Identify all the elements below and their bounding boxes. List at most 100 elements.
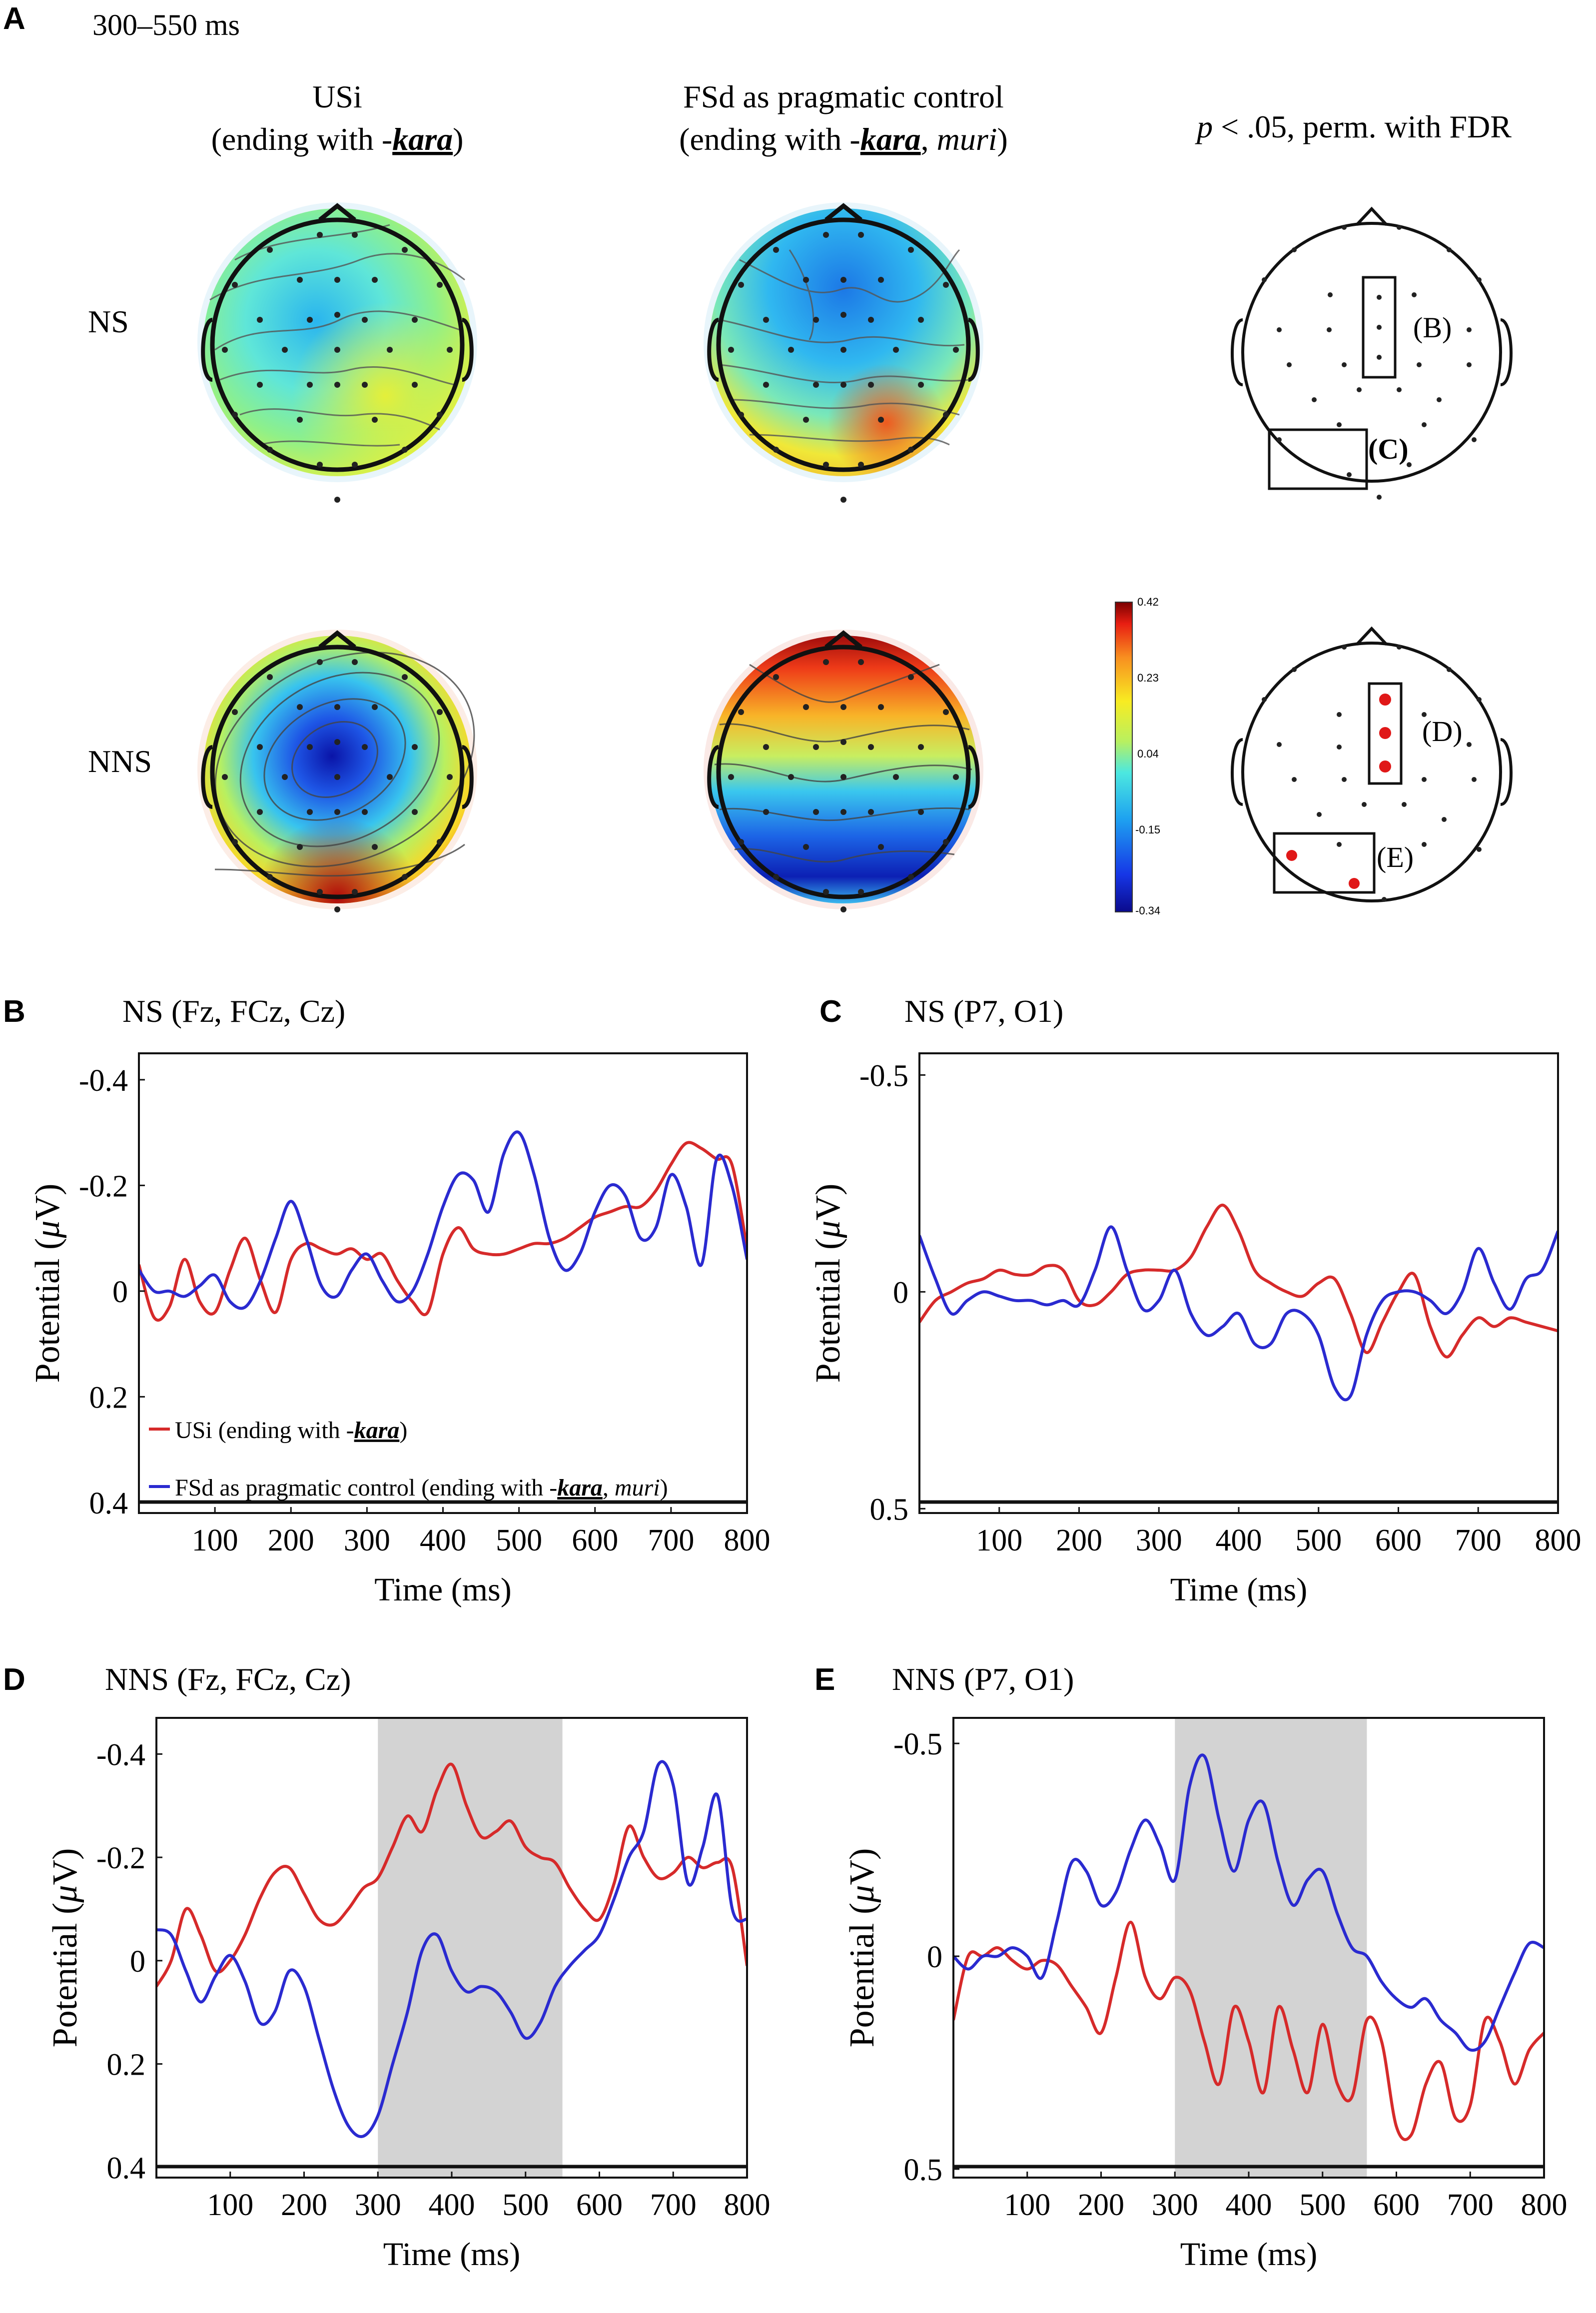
time-window-label: 300–550 ms	[92, 8, 240, 41]
y-tick-label: -0.4	[79, 1064, 128, 1098]
x-tick-label: 100	[976, 1524, 1022, 1557]
panel-letter-d: D	[3, 1662, 25, 1697]
y-axis-label-unit: μ	[843, 1885, 881, 1903]
column-title-usi: USi	[312, 79, 362, 114]
y-tick-label: 0	[130, 1945, 145, 1979]
x-tick-label: 600	[1373, 2188, 1420, 2222]
series-line-usi	[919, 1203, 1558, 1359]
colorbar-tick: 0.04	[1137, 748, 1159, 760]
x-tick-label: 300	[1136, 1524, 1182, 1557]
y-tick-label: 0	[112, 1275, 128, 1309]
y-tick-label: 0.5	[870, 1493, 909, 1527]
y-axis-label: Potential (μV)	[809, 1184, 847, 1383]
plot-frame	[918, 1052, 1559, 1514]
x-tick-label: 300	[344, 1524, 390, 1557]
y-axis-label-text: Potential (	[809, 1238, 847, 1383]
y-axis-label-text: Potential (	[843, 1903, 881, 2048]
x-tick-label: 600	[1375, 1524, 1422, 1557]
roi-label-d: (D)	[1422, 715, 1463, 748]
y-axis-label-unit: μ	[28, 1221, 67, 1239]
colorbar-tick: -0.34	[1135, 904, 1160, 917]
panel-letter-e: E	[814, 1662, 835, 1697]
x-tick-label: 200	[1078, 2188, 1124, 2222]
panel-d-chart: D NNS (Fz, FCz, Cz) -0.4 -0.2 0 0.2 0.4 100 200 3…	[3, 1661, 771, 2273]
x-tick-label: 700	[648, 1524, 694, 1557]
topomap-nns-fsd	[704, 630, 983, 912]
panel-letter-c: C	[819, 994, 842, 1029]
significance-window	[378, 1718, 563, 2178]
y-tick-label: 0.2	[107, 2048, 146, 2082]
topomap-ns-usi	[197, 202, 477, 503]
x-tick-label: 500	[1299, 2188, 1346, 2222]
y-tick-label: 0.4	[89, 1487, 128, 1521]
y-axis-label-unit: μ	[809, 1221, 847, 1239]
x-tick-label: 100	[1004, 2188, 1050, 2222]
x-tick-label: 700	[650, 2188, 697, 2222]
panel-a: A 300–550 ms USi (ending with -kara) FSd…	[3, 1, 1513, 917]
roi-box-posterior	[1268, 428, 1368, 490]
x-tick-label: 600	[572, 1524, 618, 1557]
x-tick-label: 500	[502, 2188, 549, 2222]
row-label-nns: NNS	[88, 744, 152, 779]
electrode-map-ns: (B) (C)	[1231, 206, 1513, 500]
y-tick-label: -0.4	[96, 1738, 145, 1772]
x-axis-label: Time (ms)	[374, 1571, 511, 1608]
panel-c-chart: C NS (P7, O1) -0.5 0 0.5 100 200 300 400 500 600 70…	[809, 993, 1582, 1608]
series-line-usi	[953, 1920, 1544, 2141]
legend-text: kara	[354, 1417, 400, 1444]
legend-text: USi (ending with -	[175, 1417, 354, 1444]
roi-label-b: (B)	[1413, 311, 1452, 344]
y-tick-label: 0.4	[107, 2151, 146, 2185]
y-axis-label-text: Potential (	[46, 1903, 84, 2048]
y-axis-label: Potential (μV)	[46, 1848, 84, 2048]
legend-entry: FSd as pragmatic control (ending with -k…	[175, 1475, 668, 1501]
series-line-usi	[156, 1762, 747, 1988]
roi-label-c: (C)	[1368, 433, 1409, 465]
topomap-ns-fsd	[704, 202, 983, 503]
series-line-fsd	[919, 1225, 1558, 1402]
chart-title: NS (P7, O1)	[904, 993, 1063, 1029]
x-tick-label: 400	[1226, 2188, 1272, 2222]
x-tick-label: 700	[1447, 2188, 1494, 2222]
roi-box-posterior	[1273, 832, 1376, 894]
y-axis-label-unit: μ	[46, 1885, 84, 1903]
colorbar-tick: -0.15	[1135, 823, 1160, 836]
y-axis-label-text: Potential (	[28, 1238, 67, 1383]
x-tick-label: 200	[1056, 1524, 1102, 1557]
panel-letter-b: B	[3, 994, 25, 1029]
y-axis-label-text: V)	[843, 1848, 881, 1885]
series-line-fsd	[156, 1760, 747, 2139]
chart-title: NNS (Fz, FCz, Cz)	[105, 1661, 351, 1697]
x-tick-label: 400	[429, 2188, 475, 2222]
y-tick-label: -0.2	[79, 1169, 128, 1203]
y-tick-label: -0.5	[859, 1059, 908, 1093]
y-axis-label: Potential (μV)	[843, 1848, 881, 2048]
significance-window	[1175, 1718, 1367, 2178]
x-tick-label: 500	[1295, 1524, 1342, 1557]
y-tick-label: 0.5	[904, 2153, 943, 2187]
panel-letter-a: A	[3, 1, 25, 36]
series-line-fsd	[139, 1130, 747, 1310]
x-tick-label: 200	[268, 1524, 314, 1557]
roi-box-frontal	[1368, 682, 1403, 785]
x-tick-label: 100	[207, 2188, 253, 2222]
colorbar-tick: 0.42	[1137, 596, 1159, 608]
legend-text: )	[399, 1417, 407, 1444]
x-axis-label: Time (ms)	[1180, 2236, 1317, 2273]
chart-title: NNS (P7, O1)	[892, 1661, 1074, 1697]
column-subtitle-fsd: (ending with -kara, muri)	[679, 121, 1008, 157]
column-title-significance: p < .05, perm. with FDR	[1195, 109, 1512, 144]
x-axis-label: Time (ms)	[383, 2236, 520, 2273]
x-tick-label: 100	[192, 1524, 238, 1557]
y-tick-label: -0.2	[96, 1841, 145, 1875]
roi-box-frontal	[1362, 276, 1397, 379]
x-tick-label: 400	[1216, 1524, 1262, 1557]
legend-text: kara	[557, 1475, 603, 1501]
y-tick-label: 0.2	[89, 1381, 128, 1415]
column-title-fsd: FSd as pragmatic control	[683, 79, 1004, 114]
legend-text: )	[660, 1475, 668, 1501]
legend-entry: USi (ending with -kara)	[175, 1417, 407, 1444]
y-axis-label-text: V)	[46, 1848, 84, 1885]
x-tick-label: 700	[1455, 1524, 1502, 1557]
